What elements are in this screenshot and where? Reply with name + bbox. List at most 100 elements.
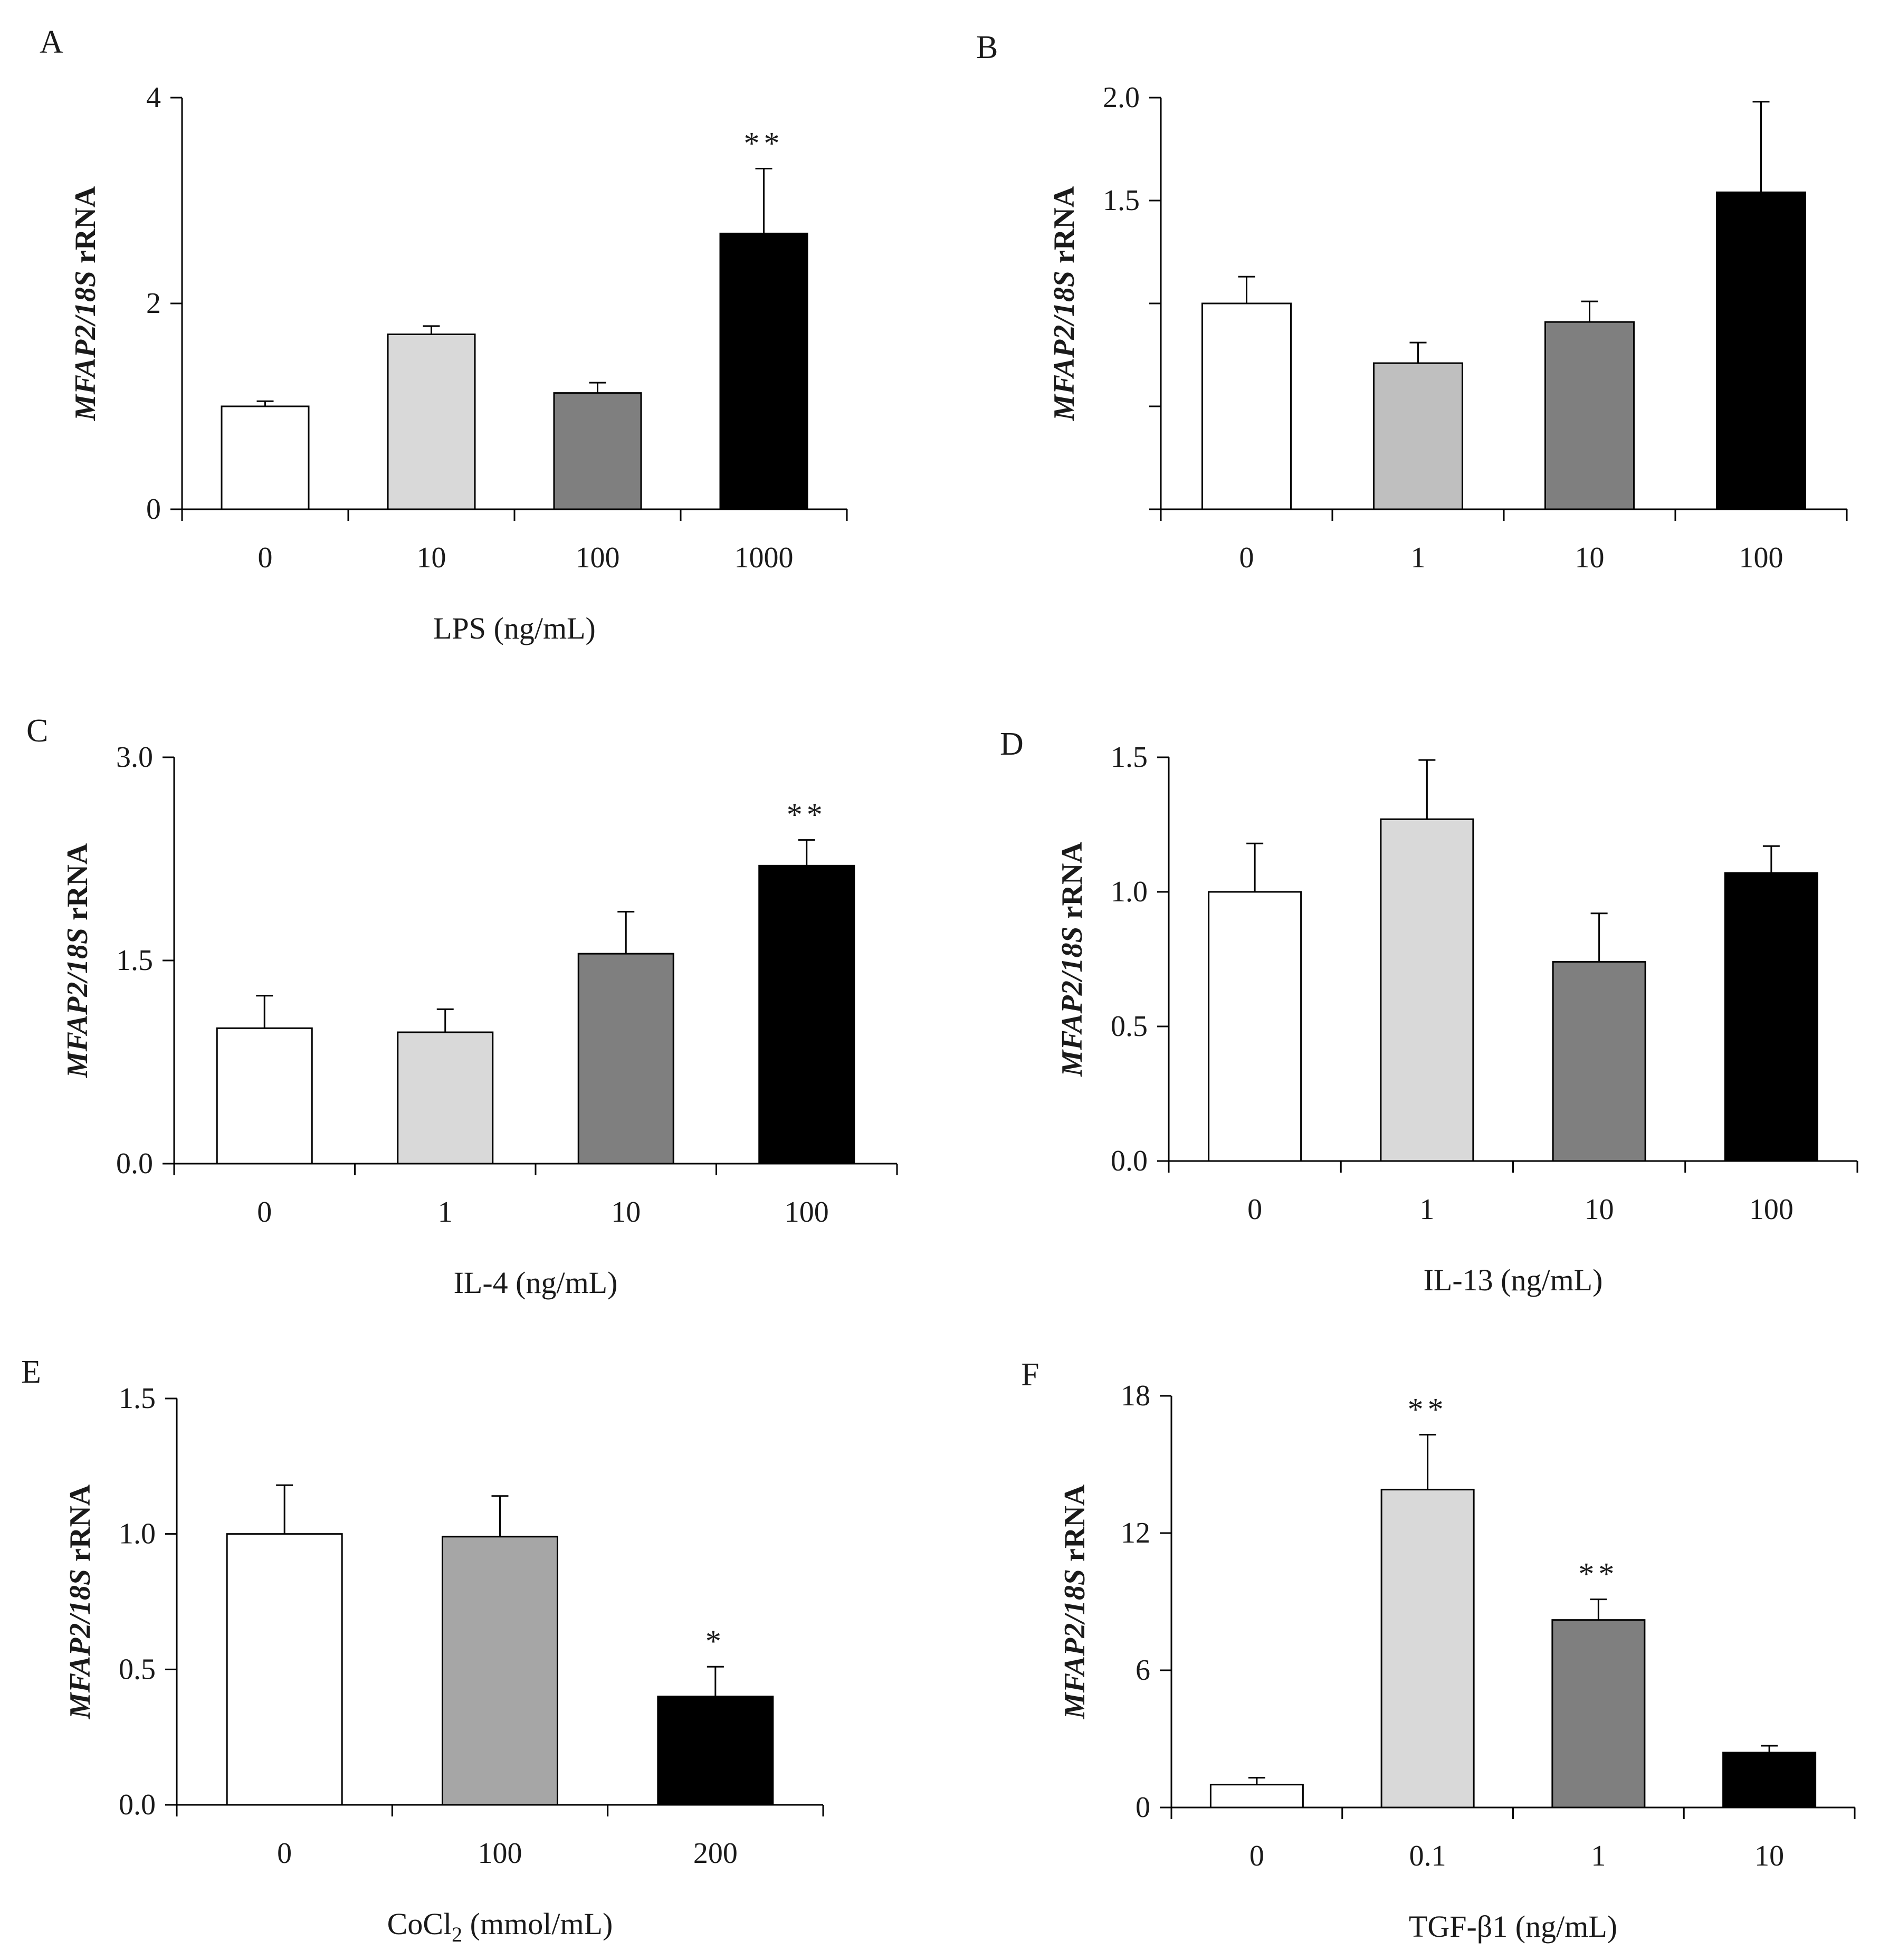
x-axis-title: TGF-β1 (ng/mL) (1409, 1909, 1617, 1944)
panel-e: E 0.0 0.5 1.0 1.5 0 100 * 200 MFAP2/18S rRNA CoCl2… (21, 1354, 824, 1946)
bar (719, 232, 808, 510)
bar (1716, 191, 1806, 510)
bar (553, 392, 642, 510)
bar (221, 405, 310, 510)
category-label: 0 (258, 541, 273, 574)
bar (1544, 321, 1635, 510)
y-axis-title-gene: MFAP2/18S (69, 271, 102, 421)
category-label: 100 (478, 1837, 522, 1870)
bar (1722, 1752, 1817, 1809)
panel-label: A (40, 24, 63, 60)
y-tick-label: 1.5 (1111, 741, 1148, 774)
y-tick-label: 0.0 (116, 1147, 153, 1180)
x-axis-title: IL-4 (ng/mL) (454, 1266, 618, 1300)
y-axis-title-unit: rRNA (61, 843, 94, 928)
panel-f: F 0 6 12 18 0 ** 0.1 ** 1 10 MFAP2/18S rRNA TGF-β1 (… (1021, 1357, 1856, 1944)
category-label: 0 (1247, 1193, 1262, 1226)
bar (1380, 1489, 1475, 1809)
x-axis-title: CoCl2 (mmol/mL) (387, 1907, 613, 1946)
y-axis-title: MFAP2/18S rRNA (1056, 842, 1089, 1077)
bar (577, 953, 674, 1165)
panel-d: D 0.0 0.5 1.0 1.5 0 1 10 100 MFAP2/18S rRNA IL-13 … (1000, 726, 1858, 1297)
panel-b: B 1.5 2.0 0 1 10 100 MFAP2/18S rRNA (976, 30, 1848, 574)
bar (1208, 891, 1302, 1162)
category-label: 200 (693, 1837, 738, 1870)
category-label: 10 (1754, 1840, 1784, 1872)
x-axis-title-main: CoCl (387, 1907, 452, 1941)
y-tick-label: 1.0 (1111, 876, 1148, 908)
category-label: 1 (1591, 1840, 1606, 1872)
bar (657, 1696, 774, 1806)
category-label: 0.1 (1409, 1840, 1446, 1872)
category-label: 100 (576, 541, 620, 574)
y-tick-label: 2.0 (1103, 81, 1140, 114)
bar (397, 1031, 494, 1165)
y-axis-title: MFAP2/18S rRNA (69, 186, 102, 421)
significance-marker: ** (744, 126, 784, 161)
category-label: 0 (277, 1837, 292, 1870)
y-tick-label: 1.5 (119, 1382, 156, 1415)
category-label: 1 (438, 1196, 453, 1229)
panel-label: C (26, 713, 48, 749)
y-tick-label: 0.0 (1111, 1145, 1148, 1177)
y-axis-title-gene: MFAP2/18S (1056, 926, 1089, 1077)
y-axis-title: MFAP2/18S rRNA (61, 843, 94, 1078)
y-axis-title: MFAP2/18S rRNA (64, 1484, 97, 1719)
y-tick-label: 6 (1136, 1654, 1150, 1687)
bar (1380, 818, 1474, 1162)
category-label: 1000 (734, 541, 794, 574)
y-axis-title: MFAP2/18S rRNA (1058, 1484, 1091, 1719)
y-tick-label: 0.0 (119, 1788, 156, 1821)
category-label: 0 (257, 1196, 272, 1229)
y-axis-title-unit: rRNA (64, 1484, 97, 1569)
bar (1552, 961, 1646, 1162)
significance-marker: ** (1408, 1392, 1448, 1427)
bar (442, 1536, 558, 1806)
category-label: 10 (1585, 1193, 1614, 1226)
y-axis-title-unit: rRNA (69, 186, 102, 271)
category-label: 1 (1411, 541, 1426, 574)
bar (1551, 1619, 1646, 1809)
y-axis-title-gene: MFAP2/18S (61, 928, 94, 1078)
y-axis-title-unit: rRNA (1058, 1484, 1091, 1569)
significance-marker: * (705, 1624, 726, 1659)
y-tick-label: 1.5 (116, 944, 153, 977)
y-tick-label: 0.5 (1111, 1010, 1148, 1043)
y-axis-title-gene: MFAP2/18S (1058, 1569, 1091, 1719)
category-label: 10 (417, 541, 446, 574)
y-axis-title-unit: rRNA (1048, 186, 1081, 271)
y-axis-title-gene: MFAP2/18S (1048, 271, 1081, 421)
panel-label: F (1021, 1357, 1039, 1393)
y-tick-label: 2 (146, 287, 161, 320)
category-label: 10 (611, 1196, 641, 1229)
bar (216, 1027, 313, 1165)
category-label: 1 (1419, 1193, 1434, 1226)
y-tick-label: 0 (146, 493, 161, 526)
panel-c: C 0.0 1.5 3.0 0 1 10 ** 100 MFAP2/18S rRNA IL-4 (n… (26, 713, 898, 1300)
category-label: 0 (1249, 1840, 1264, 1872)
y-tick-label: 12 (1121, 1517, 1150, 1549)
y-tick-label: 18 (1121, 1379, 1150, 1412)
bar (226, 1533, 343, 1806)
significance-marker: ** (787, 797, 827, 832)
bar (387, 334, 476, 510)
bar (1373, 362, 1463, 510)
significance-marker: ** (1578, 1557, 1618, 1592)
bar (758, 864, 855, 1165)
panel-label: D (1000, 726, 1024, 762)
bar (1209, 1784, 1304, 1809)
category-label: 100 (785, 1196, 829, 1229)
panel-label: E (21, 1354, 41, 1390)
category-label: 100 (1749, 1193, 1793, 1226)
y-tick-label: 0.5 (119, 1653, 156, 1686)
x-axis-title-subscript: 2 (452, 1923, 462, 1946)
y-tick-label: 4 (146, 81, 161, 114)
y-axis-title-gene: MFAP2/18S (64, 1569, 97, 1719)
y-tick-label: 1.0 (119, 1518, 156, 1550)
category-label: 0 (1239, 541, 1254, 574)
x-axis-title-tail: (mmol/mL) (462, 1907, 613, 1941)
y-axis-title-unit: rRNA (1056, 842, 1089, 927)
category-label: 10 (1575, 541, 1605, 574)
y-tick-label: 3.0 (116, 741, 153, 774)
